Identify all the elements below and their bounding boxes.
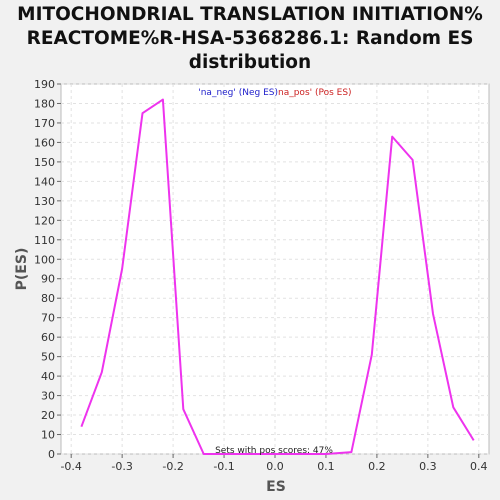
y-tick-label: 40 (41, 370, 55, 383)
y-tick-label: 160 (34, 136, 55, 149)
y-tick-label: 120 (34, 214, 55, 227)
x-tick-label: -0.2 (162, 460, 183, 473)
y-axis: 0 10 20 30 40 50 60 70 80 90 100 110 120 130 140 150 160… (34, 78, 61, 461)
x-tick-label: 0.4 (470, 460, 488, 473)
y-tick-label: 170 (34, 117, 55, 130)
series-line (80, 98, 475, 455)
y-tick-label: 20 (41, 409, 55, 422)
x-tick-label: -0.3 (111, 460, 132, 473)
x-axis: -0.4 -0.3 -0.2 -0.1 0.0 0.1 0.2 0.3 0.4 (60, 454, 488, 473)
x-tick-label: 0.0 (266, 460, 284, 473)
y-tick-label: 130 (34, 195, 55, 208)
y-tick-label: 70 (41, 312, 55, 325)
y-tick-label: 50 (41, 351, 55, 364)
chart-title-line: distribution (188, 52, 312, 73)
x-tick-label: -0.4 (60, 460, 81, 473)
chart-title-line: MITOCHONDRIAL TRANSLATION INITIATION% (17, 4, 483, 25)
y-tick-label: 140 (34, 175, 55, 188)
chart-title: MITOCHONDRIAL TRANSLATION INITIATION% RE… (0, 3, 500, 75)
chart-title-line: REACTOME%R-HSA-5368286.1: Random ES (26, 28, 474, 49)
y-tick-label: 90 (41, 273, 55, 286)
y-tick-label: 190 (34, 78, 55, 91)
series-layer (80, 98, 475, 455)
pos-scores-annotation: Sets with pos scores: 47% (215, 446, 333, 456)
x-tick-label: 0.1 (317, 460, 335, 473)
legend-pos: na_pos' (Pos ES) (278, 88, 352, 98)
y-tick-label: 180 (34, 97, 55, 110)
y-axis-title: P(ES) (14, 248, 30, 291)
legend-neg: 'na_neg' (Neg ES) (198, 88, 278, 98)
x-tick-label: -0.1 (213, 460, 234, 473)
y-tick-label: 100 (34, 253, 55, 266)
y-tick-label: 30 (41, 390, 55, 403)
y-tick-label: 80 (41, 292, 55, 305)
y-tick-label: 10 (41, 429, 55, 442)
x-tick-label: 0.2 (368, 460, 386, 473)
x-axis-title: ES (266, 479, 286, 495)
y-tick-label: 110 (34, 234, 55, 247)
y-tick-label: 0 (48, 448, 55, 461)
y-tick-label: 60 (41, 331, 55, 344)
y-tick-label: 150 (34, 156, 55, 169)
x-tick-label: 0.3 (419, 460, 437, 473)
